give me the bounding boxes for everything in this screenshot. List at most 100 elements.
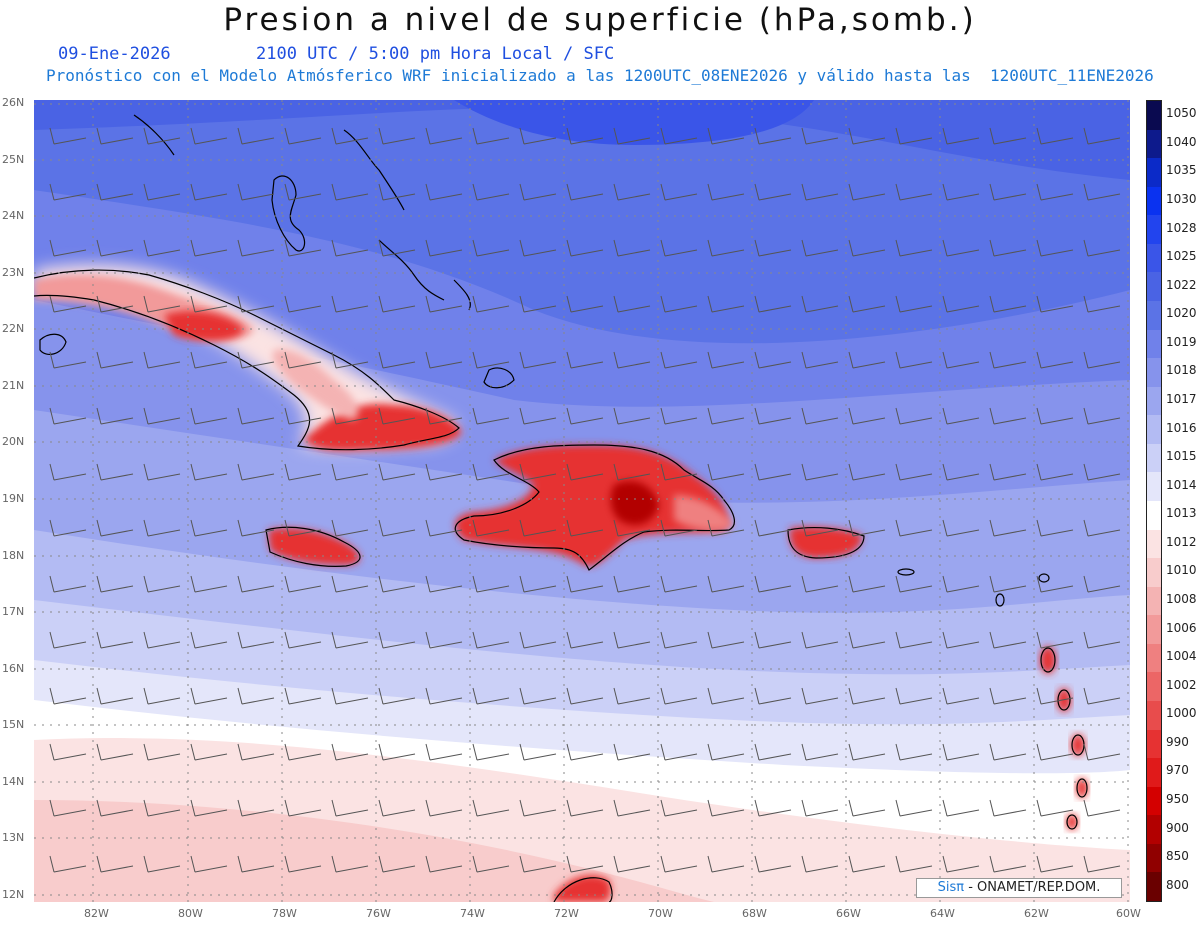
wind-barb xyxy=(707,351,745,369)
wind-barb xyxy=(613,239,651,257)
wind-barb xyxy=(425,519,463,537)
valid-time: 2100 UTC / 5:00 pm Hora Local / SFC xyxy=(256,44,615,64)
wind-barb xyxy=(378,127,416,145)
colorbar-swatch xyxy=(1147,415,1161,445)
wind-barb xyxy=(472,743,510,761)
wind-barb xyxy=(707,407,745,425)
colorbar-level: 1028 xyxy=(1166,220,1197,235)
wind-barb xyxy=(989,463,1027,481)
wind-barb xyxy=(895,239,933,257)
lon-label: 80W xyxy=(178,907,203,920)
wind-barb xyxy=(143,519,181,537)
wind-barb xyxy=(519,743,557,761)
lon-label: 82W xyxy=(84,907,109,920)
wind-barb xyxy=(895,463,933,481)
wind-barb xyxy=(331,351,369,369)
colorbar-swatch xyxy=(1147,815,1161,845)
wind-barb xyxy=(96,463,134,481)
colorbar-swatch xyxy=(1147,329,1161,359)
wind-barb xyxy=(754,799,792,817)
wind-barb xyxy=(613,687,651,705)
wind-barb xyxy=(754,127,792,145)
pressure-map xyxy=(34,100,1130,902)
colorbar-swatch xyxy=(1147,443,1161,473)
lon-label: 68W xyxy=(742,907,767,920)
wind-barb xyxy=(613,519,651,537)
wind-barb xyxy=(707,799,745,817)
wind-barb xyxy=(237,239,275,257)
wind-barb xyxy=(1083,239,1121,257)
lat-label: 21N xyxy=(2,379,25,392)
wind-barb xyxy=(331,575,369,593)
wind-barb xyxy=(49,239,87,257)
wind-barb xyxy=(942,351,980,369)
wind-barb xyxy=(660,463,698,481)
wind-barb xyxy=(49,519,87,537)
wind-barb xyxy=(237,351,275,369)
wind-barb xyxy=(754,463,792,481)
wind-barb xyxy=(519,855,557,873)
colorbar-level: 800 xyxy=(1166,877,1189,892)
colorbar-swatch xyxy=(1147,758,1161,788)
wind-barb xyxy=(942,239,980,257)
wind-barb xyxy=(707,183,745,201)
wind-barb xyxy=(566,799,604,817)
wind-barb xyxy=(143,239,181,257)
wind-barb xyxy=(284,127,322,145)
wind-barb xyxy=(660,687,698,705)
wind-barb xyxy=(1036,295,1074,313)
wind-barb xyxy=(331,743,369,761)
wind-barb xyxy=(801,631,839,649)
wind-barb xyxy=(425,407,463,425)
lat-label: 16N xyxy=(2,662,25,675)
wind-barb xyxy=(96,239,134,257)
wind-barb xyxy=(989,631,1027,649)
wind-barb xyxy=(378,295,416,313)
wind-barb xyxy=(801,463,839,481)
wind-barb xyxy=(942,463,980,481)
land-low-pressure xyxy=(34,264,1088,902)
wind-barb xyxy=(848,183,886,201)
lon-label: 64W xyxy=(930,907,955,920)
wind-barb xyxy=(1083,295,1121,313)
colorbar-level: 1040 xyxy=(1166,134,1197,149)
wind-barb xyxy=(284,631,322,649)
wind-barb xyxy=(754,855,792,873)
colorbar xyxy=(1146,100,1162,902)
wind-barb xyxy=(519,351,557,369)
wind-barb xyxy=(143,407,181,425)
wind-barb xyxy=(801,183,839,201)
wind-barb xyxy=(284,295,322,313)
wind-barb xyxy=(801,519,839,537)
wind-barb xyxy=(989,519,1027,537)
colorbar-level: 1006 xyxy=(1166,620,1197,635)
wind-barb xyxy=(96,687,134,705)
wind-barb xyxy=(237,743,275,761)
wind-barb xyxy=(190,127,228,145)
wind-barb xyxy=(237,799,275,817)
wind-barb xyxy=(96,575,134,593)
colorbar-level: 1030 xyxy=(1166,192,1197,206)
wind-barb xyxy=(331,183,369,201)
wind-barb xyxy=(425,575,463,593)
wind-barb xyxy=(566,631,604,649)
wind-barb xyxy=(190,183,228,201)
wind-barb xyxy=(989,183,1027,201)
wind-barb xyxy=(989,351,1027,369)
wind-barb xyxy=(613,743,651,761)
colorbar-swatch xyxy=(1147,272,1161,302)
credit-box: Sisπ - ONAMET/REP.DOM. xyxy=(916,878,1122,898)
wind-barb xyxy=(895,127,933,145)
colorbar-swatch xyxy=(1147,301,1161,331)
wind-barb xyxy=(331,239,369,257)
colorbar-level: 1035 xyxy=(1166,163,1197,178)
wind-barb xyxy=(49,855,87,873)
wind-barb xyxy=(284,519,322,537)
wind-barb xyxy=(284,743,322,761)
wind-barb xyxy=(754,687,792,705)
lon-label: 72W xyxy=(554,907,579,920)
wind-barb xyxy=(707,575,745,593)
wind-barb xyxy=(425,743,463,761)
colorbar-level: 1013 xyxy=(1166,506,1197,521)
wind-barb xyxy=(989,127,1027,145)
